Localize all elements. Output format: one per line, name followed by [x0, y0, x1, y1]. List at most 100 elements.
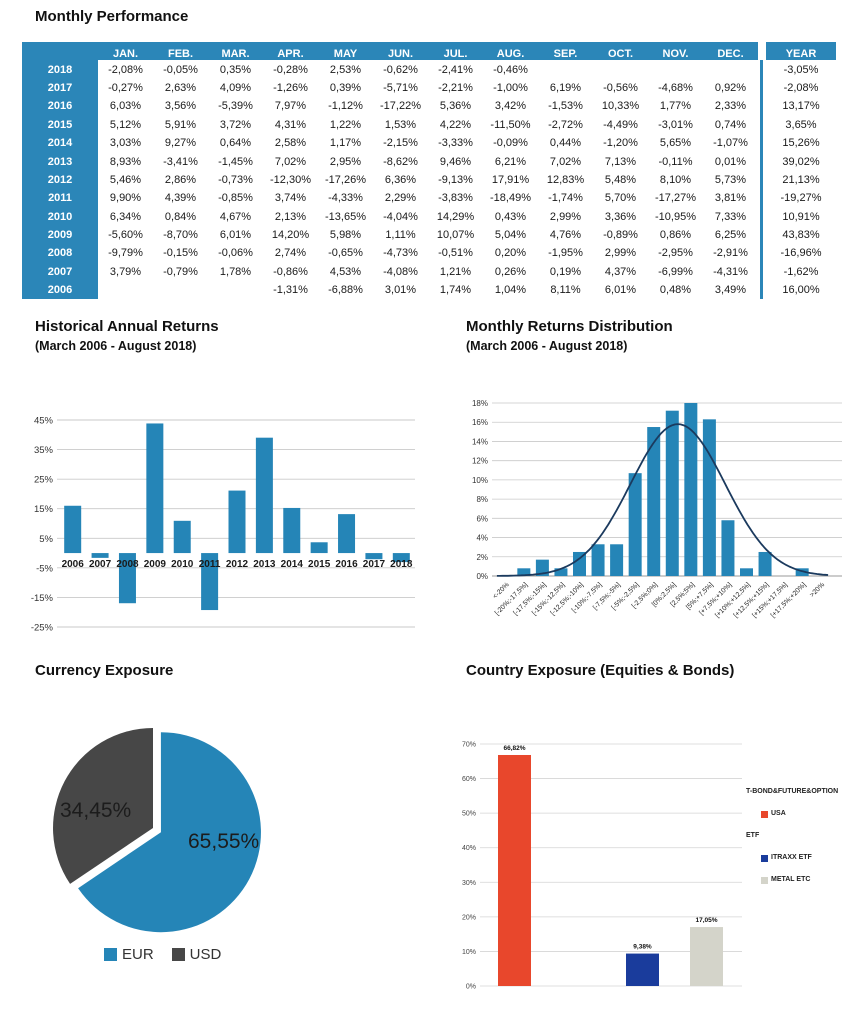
month-cell: -8,70%	[153, 225, 208, 245]
month-cell: 4,37%	[593, 262, 648, 282]
month-cell: 0,35%	[208, 60, 263, 79]
month-cell: 1,17%	[318, 133, 373, 153]
month-cell: -3,01%	[648, 115, 703, 134]
month-cell: 14,29%	[428, 207, 483, 226]
bar-data-label: 17,05%	[695, 917, 717, 924]
month-cell: 6,03%	[98, 97, 153, 116]
y-tick-label: 14%	[472, 437, 488, 446]
annual-bar	[228, 490, 246, 554]
month-cell: 0,48%	[648, 281, 703, 300]
y-tick-label: 30%	[462, 880, 476, 887]
month-cell: 4,31%	[263, 115, 318, 134]
month-cell: 3,81%	[703, 189, 758, 208]
month-cell: 5,70%	[593, 189, 648, 208]
distribution-bar	[517, 568, 531, 576]
month-cell: -3,33%	[428, 133, 483, 153]
month-cell: -1,45%	[208, 152, 263, 171]
month-cell: 5,46%	[98, 170, 153, 190]
legend-item-eur: EUR	[104, 946, 154, 963]
month-cell: 9,27%	[153, 133, 208, 153]
month-cell: -4,73%	[373, 244, 428, 263]
legend-item-usa: USA	[761, 810, 858, 818]
month-cell: -4,33%	[318, 189, 373, 208]
month-cell: -0,73%	[208, 170, 263, 190]
annual-bar	[283, 507, 301, 554]
month-cell: -1,26%	[263, 78, 318, 98]
month-cell: -6,88%	[318, 281, 373, 300]
y-tick-label: 25%	[34, 475, 54, 486]
usd-pie-slice	[53, 728, 153, 884]
legend-swatch	[761, 854, 768, 862]
month-cell: 12,83%	[538, 170, 593, 190]
currency-legend: EUR USD	[104, 946, 221, 963]
legend-label: ITRAXX ETF	[771, 854, 812, 861]
month-cell	[153, 281, 208, 300]
x-tick-label: [+17,5%;+20%]	[770, 581, 808, 619]
legend-item-metal-etc: METAL ETC	[761, 876, 858, 884]
year-total-cell: -2,08%	[766, 78, 836, 98]
country-bar	[690, 927, 723, 986]
month-cell: 1,74%	[428, 281, 483, 300]
y-tick-label: 4%	[476, 534, 488, 543]
month-cell: 6,01%	[208, 225, 263, 245]
row-year-label: 2010	[22, 207, 98, 226]
month-cell: 4,09%	[208, 78, 263, 98]
month-cell: -2,72%	[538, 115, 593, 134]
year-tick-label: 2010	[171, 559, 194, 570]
year-tick-label: 2014	[281, 559, 304, 570]
row-year-label: 2014	[22, 133, 98, 153]
month-cell: 9,46%	[428, 152, 483, 171]
year-total-cell: -1,62%	[766, 262, 836, 282]
distribution-chart-title: Monthly Returns Distribution	[466, 318, 673, 335]
month-cell: -5,39%	[208, 97, 263, 116]
year-total-cell: 21,13%	[766, 170, 836, 190]
country-bar	[626, 953, 659, 986]
month-cell	[593, 60, 648, 79]
y-tick-label: 10%	[462, 949, 476, 956]
annual-bar	[173, 520, 191, 554]
row-year-label: 2012	[22, 170, 98, 190]
month-cell	[538, 60, 593, 79]
month-cell: 4,22%	[428, 115, 483, 134]
y-tick-label: 50%	[462, 811, 476, 818]
month-cell	[703, 60, 758, 79]
month-cell: 2,99%	[538, 207, 593, 226]
year-total-cell: 16,00%	[766, 281, 836, 300]
month-cell: 5,12%	[98, 115, 153, 134]
usd-legend-swatch	[171, 948, 185, 961]
month-cell: -1,00%	[483, 78, 538, 98]
eur-slice-label: 65,55%	[188, 830, 260, 853]
y-tick-label: 16%	[472, 418, 488, 427]
month-cell: 2,29%	[373, 189, 428, 208]
month-cell: 1,78%	[208, 262, 263, 282]
month-cell: -10,95%	[648, 207, 703, 226]
month-cell: 0,84%	[153, 207, 208, 226]
month-cell: -4,04%	[373, 207, 428, 226]
annual-bar	[64, 505, 82, 554]
y-tick-label: 10%	[472, 476, 488, 485]
distribution-bar	[684, 403, 698, 576]
row-year-label: 2017	[22, 78, 98, 98]
month-cell: 6,21%	[483, 152, 538, 171]
month-cell: 1,77%	[648, 97, 703, 116]
country-exposure-bar-chart: 0% 10% 20% 30% 40% 50% 60% 70% 66,82% 9,38% 17,05%	[462, 742, 742, 991]
legend-item-usd: USD	[171, 946, 221, 963]
normal-curve	[496, 423, 829, 577]
month-cell: -0,62%	[373, 60, 428, 79]
country-exposure-legend: T-BOND&FUTURE&OPTION USA ETF ITRAXX ETF META…	[746, 788, 858, 898]
month-cell: -0,65%	[318, 244, 373, 263]
month-cell: -0,79%	[153, 262, 208, 282]
row-year-label: 2009	[22, 225, 98, 245]
annual-bar	[392, 553, 410, 563]
year-separator	[758, 207, 766, 227]
month-cell: -8,62%	[373, 152, 428, 171]
month-cell: -4,68%	[648, 78, 703, 98]
month-cell: -2,21%	[428, 78, 483, 98]
month-cell: -18,49%	[483, 189, 538, 208]
country-chart-title: Country Exposure (Equities & Bonds)	[466, 662, 735, 679]
month-cell: 2,58%	[263, 133, 318, 153]
distribution-bar	[758, 551, 772, 576]
month-cell: -3,83%	[428, 189, 483, 208]
y-tick-label: 0%	[476, 572, 488, 581]
monthly-returns-histogram: 18%16%14%12%10%8%6%4%2%0%<-20%[-20%;-17,…	[472, 399, 842, 619]
